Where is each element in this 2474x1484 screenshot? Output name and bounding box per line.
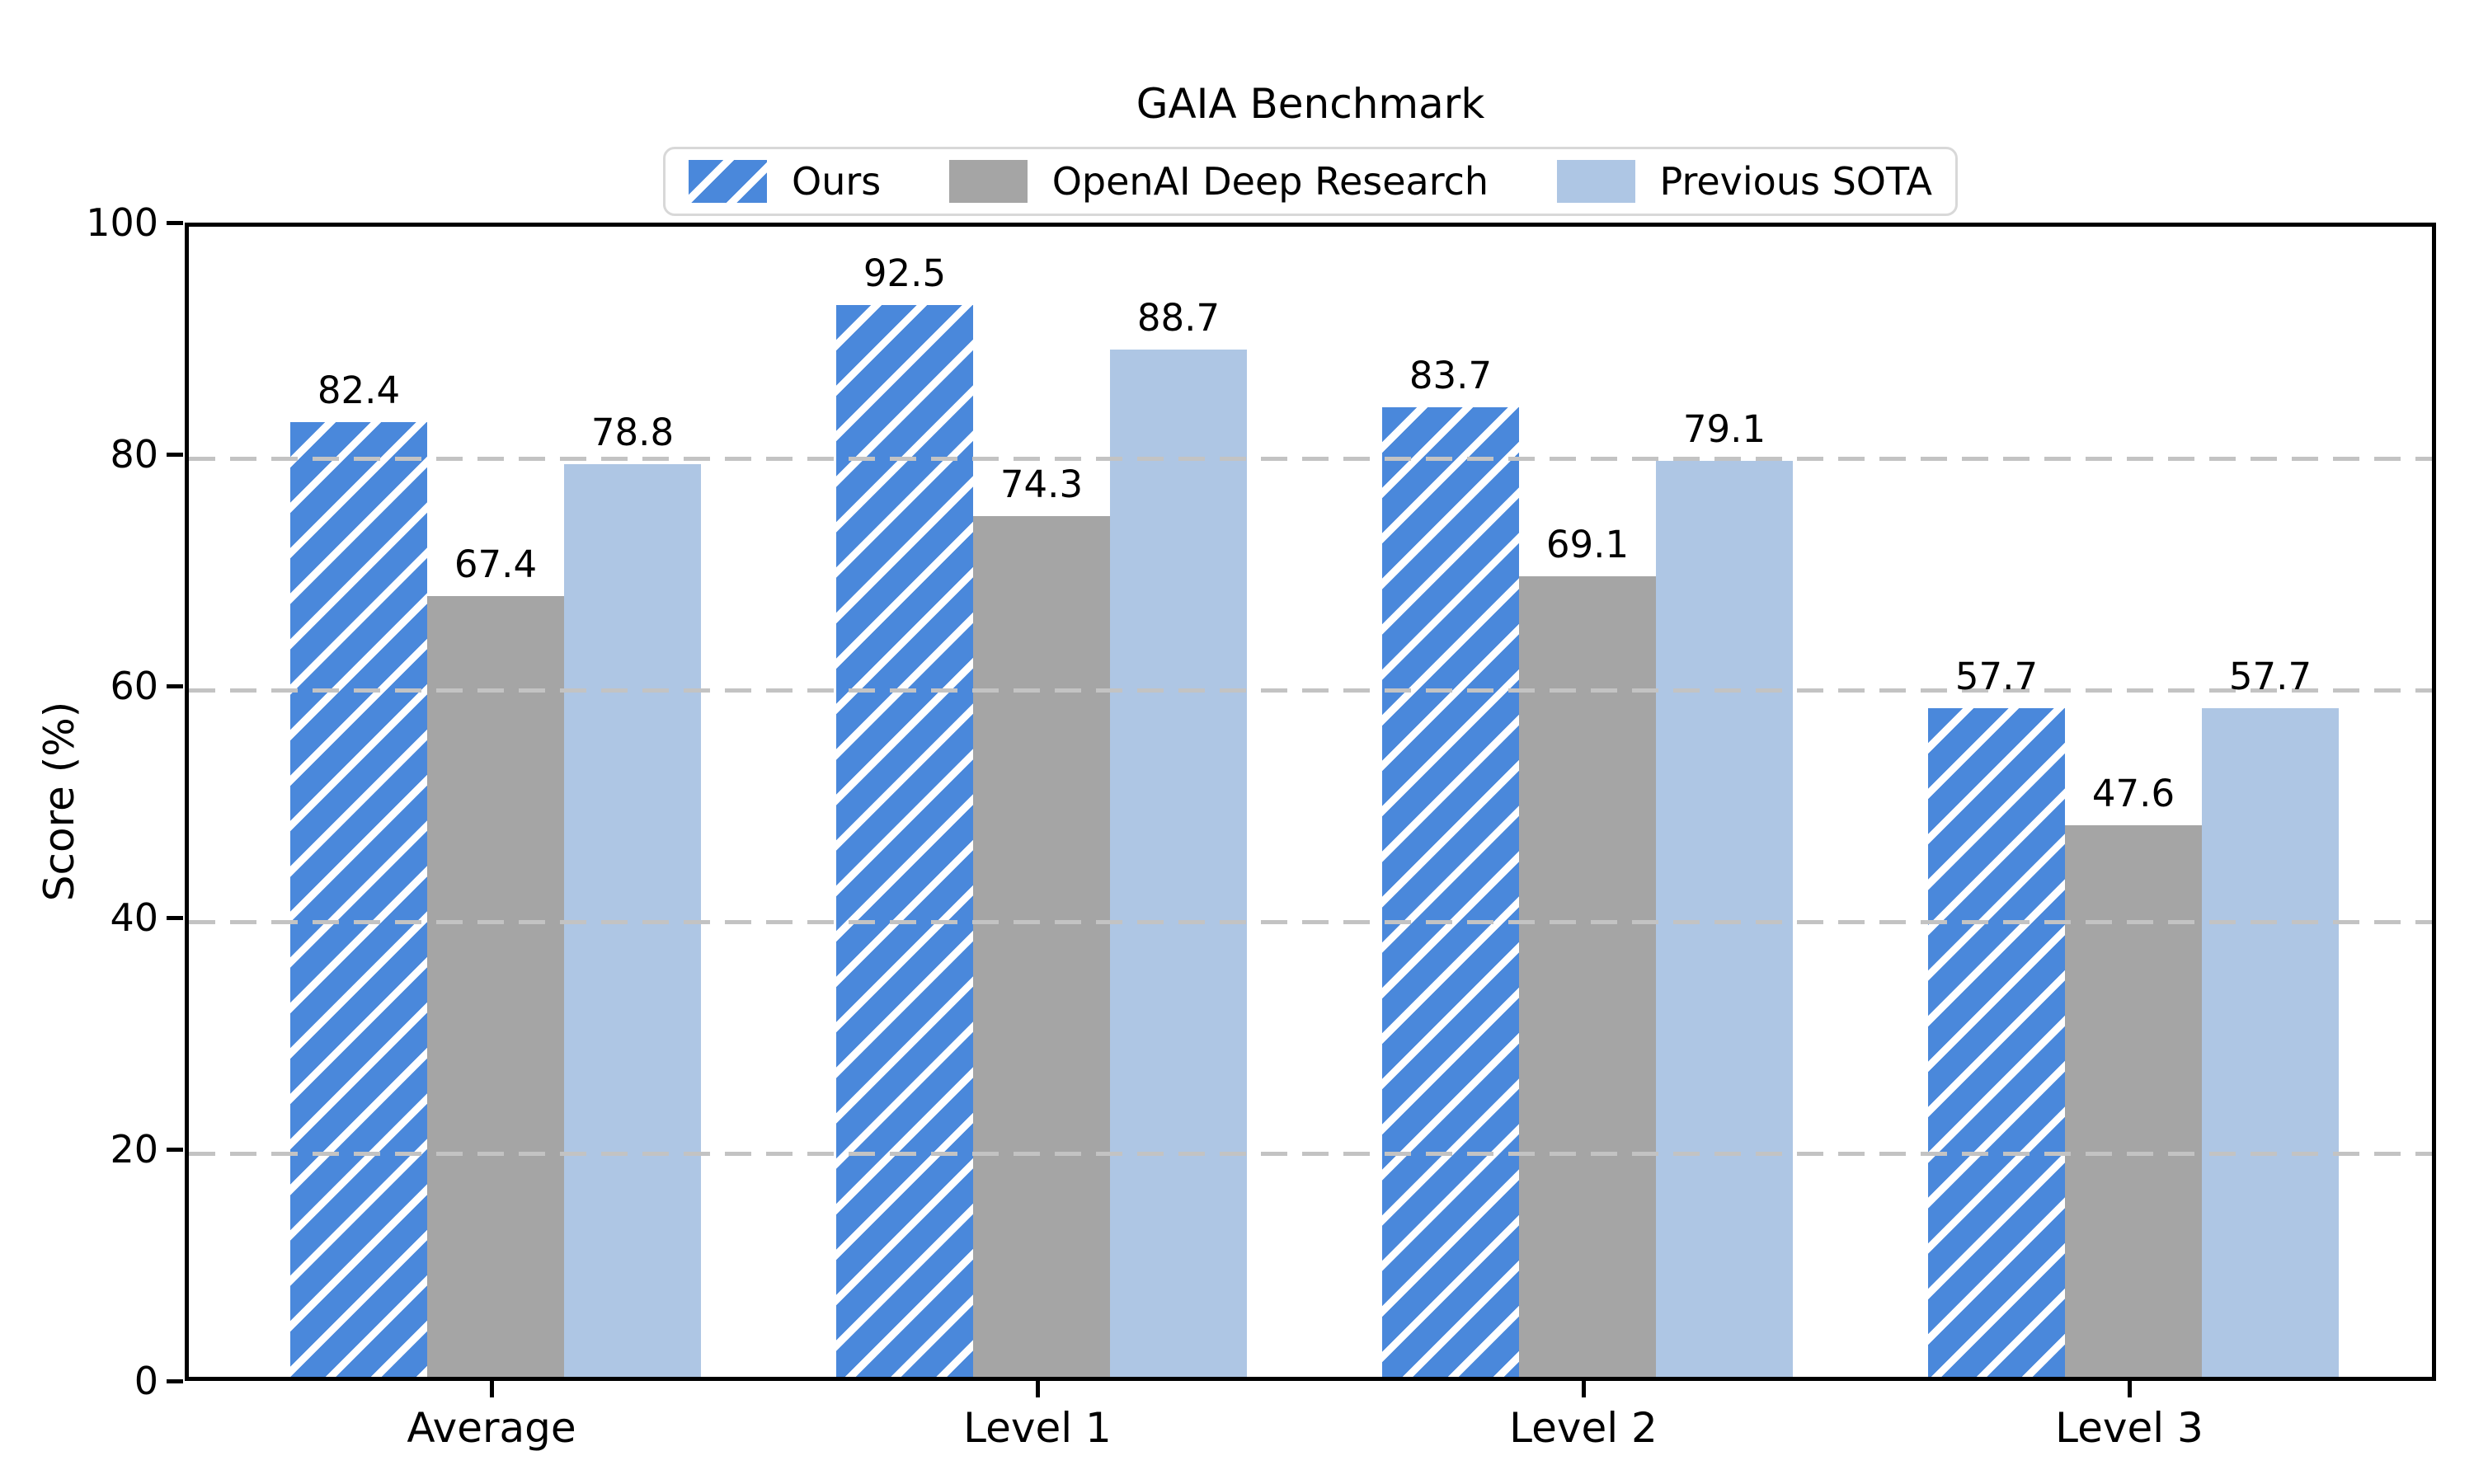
bar-previous-sota-level-2 [1656, 460, 1793, 1377]
value-label: 74.3 [999, 463, 1084, 507]
value-label: 79.1 [1682, 406, 1766, 451]
legend: Ours OpenAI Deep Research Previous SOTA [663, 147, 1958, 216]
legend-label-sota: Previous SOTA [1659, 159, 1932, 204]
bar-openai-deep-research-average [427, 596, 564, 1377]
legend-item-openai-deep-research: OpenAI Deep Research [948, 159, 1489, 204]
value-label: 57.7 [2228, 655, 2312, 699]
gridline-80 [189, 457, 2432, 461]
legend-label-openai: OpenAI Deep Research [1051, 159, 1489, 204]
value-label: 47.6 [2091, 772, 2175, 816]
x-tick [1582, 1381, 1586, 1397]
bar-ours-level-2 [1382, 407, 1519, 1377]
value-label: 78.8 [590, 410, 675, 454]
x-tick [2128, 1381, 2132, 1397]
x-tick [490, 1381, 494, 1397]
bar-openai-deep-research-level-3 [2065, 825, 2202, 1377]
y-tick-label: 20 [110, 1127, 158, 1172]
y-tick [167, 1379, 183, 1383]
legend-label-ours: Ours [792, 159, 882, 204]
x-tick-label: Level 2 [1509, 1404, 1658, 1452]
y-tick [167, 1148, 183, 1152]
gridline-60 [189, 688, 2432, 693]
bar-previous-sota-level-3 [2202, 708, 2339, 1377]
bar-ours-level-1 [836, 305, 973, 1377]
legend-swatch-openai-icon [948, 160, 1028, 203]
gridline-40 [189, 920, 2432, 924]
y-axis-label: Score (%) [35, 701, 83, 902]
value-label: 82.4 [317, 369, 401, 413]
y-tick [167, 684, 183, 688]
value-label: 67.4 [454, 542, 538, 587]
y-tick [167, 453, 183, 457]
bar-openai-deep-research-level-1 [973, 516, 1110, 1377]
y-tick [167, 916, 183, 920]
legend-item-previous-sota: Previous SOTA [1556, 159, 1932, 204]
legend-item-ours: Ours [689, 159, 881, 204]
value-label: 83.7 [1409, 354, 1493, 398]
y-tick [167, 221, 183, 225]
y-tick-label: 0 [134, 1359, 158, 1403]
bar-ours-level-3 [1928, 708, 2065, 1377]
gridline-20 [189, 1152, 2432, 1156]
y-tick-label: 40 [110, 895, 158, 940]
bar-openai-deep-research-level-2 [1519, 576, 1656, 1377]
legend-swatch-sota-icon [1556, 160, 1635, 203]
value-label: 88.7 [1136, 295, 1221, 340]
x-tick [1036, 1381, 1040, 1397]
x-tick-label: Level 1 [963, 1404, 1112, 1452]
legend-swatch-ours-icon [689, 160, 767, 203]
x-tick-label: Average [407, 1404, 576, 1452]
y-tick-label: 80 [110, 432, 158, 477]
y-tick-label: 100 [86, 200, 158, 245]
bar-previous-sota-level-1 [1110, 349, 1247, 1377]
bar-ours-average [290, 422, 427, 1377]
x-tick-label: Level 3 [2055, 1404, 2204, 1452]
y-tick-label: 60 [110, 664, 158, 708]
value-label: 92.5 [863, 251, 947, 296]
value-label: 57.7 [1954, 655, 2039, 699]
value-label: 69.1 [1545, 523, 1630, 567]
chart-title: GAIA Benchmark [1136, 80, 1485, 128]
plot-area: 82.4 67.4 78.8 92.5 74.3 88.7 83.7 69.1 79.1 57.7… [185, 223, 2436, 1381]
